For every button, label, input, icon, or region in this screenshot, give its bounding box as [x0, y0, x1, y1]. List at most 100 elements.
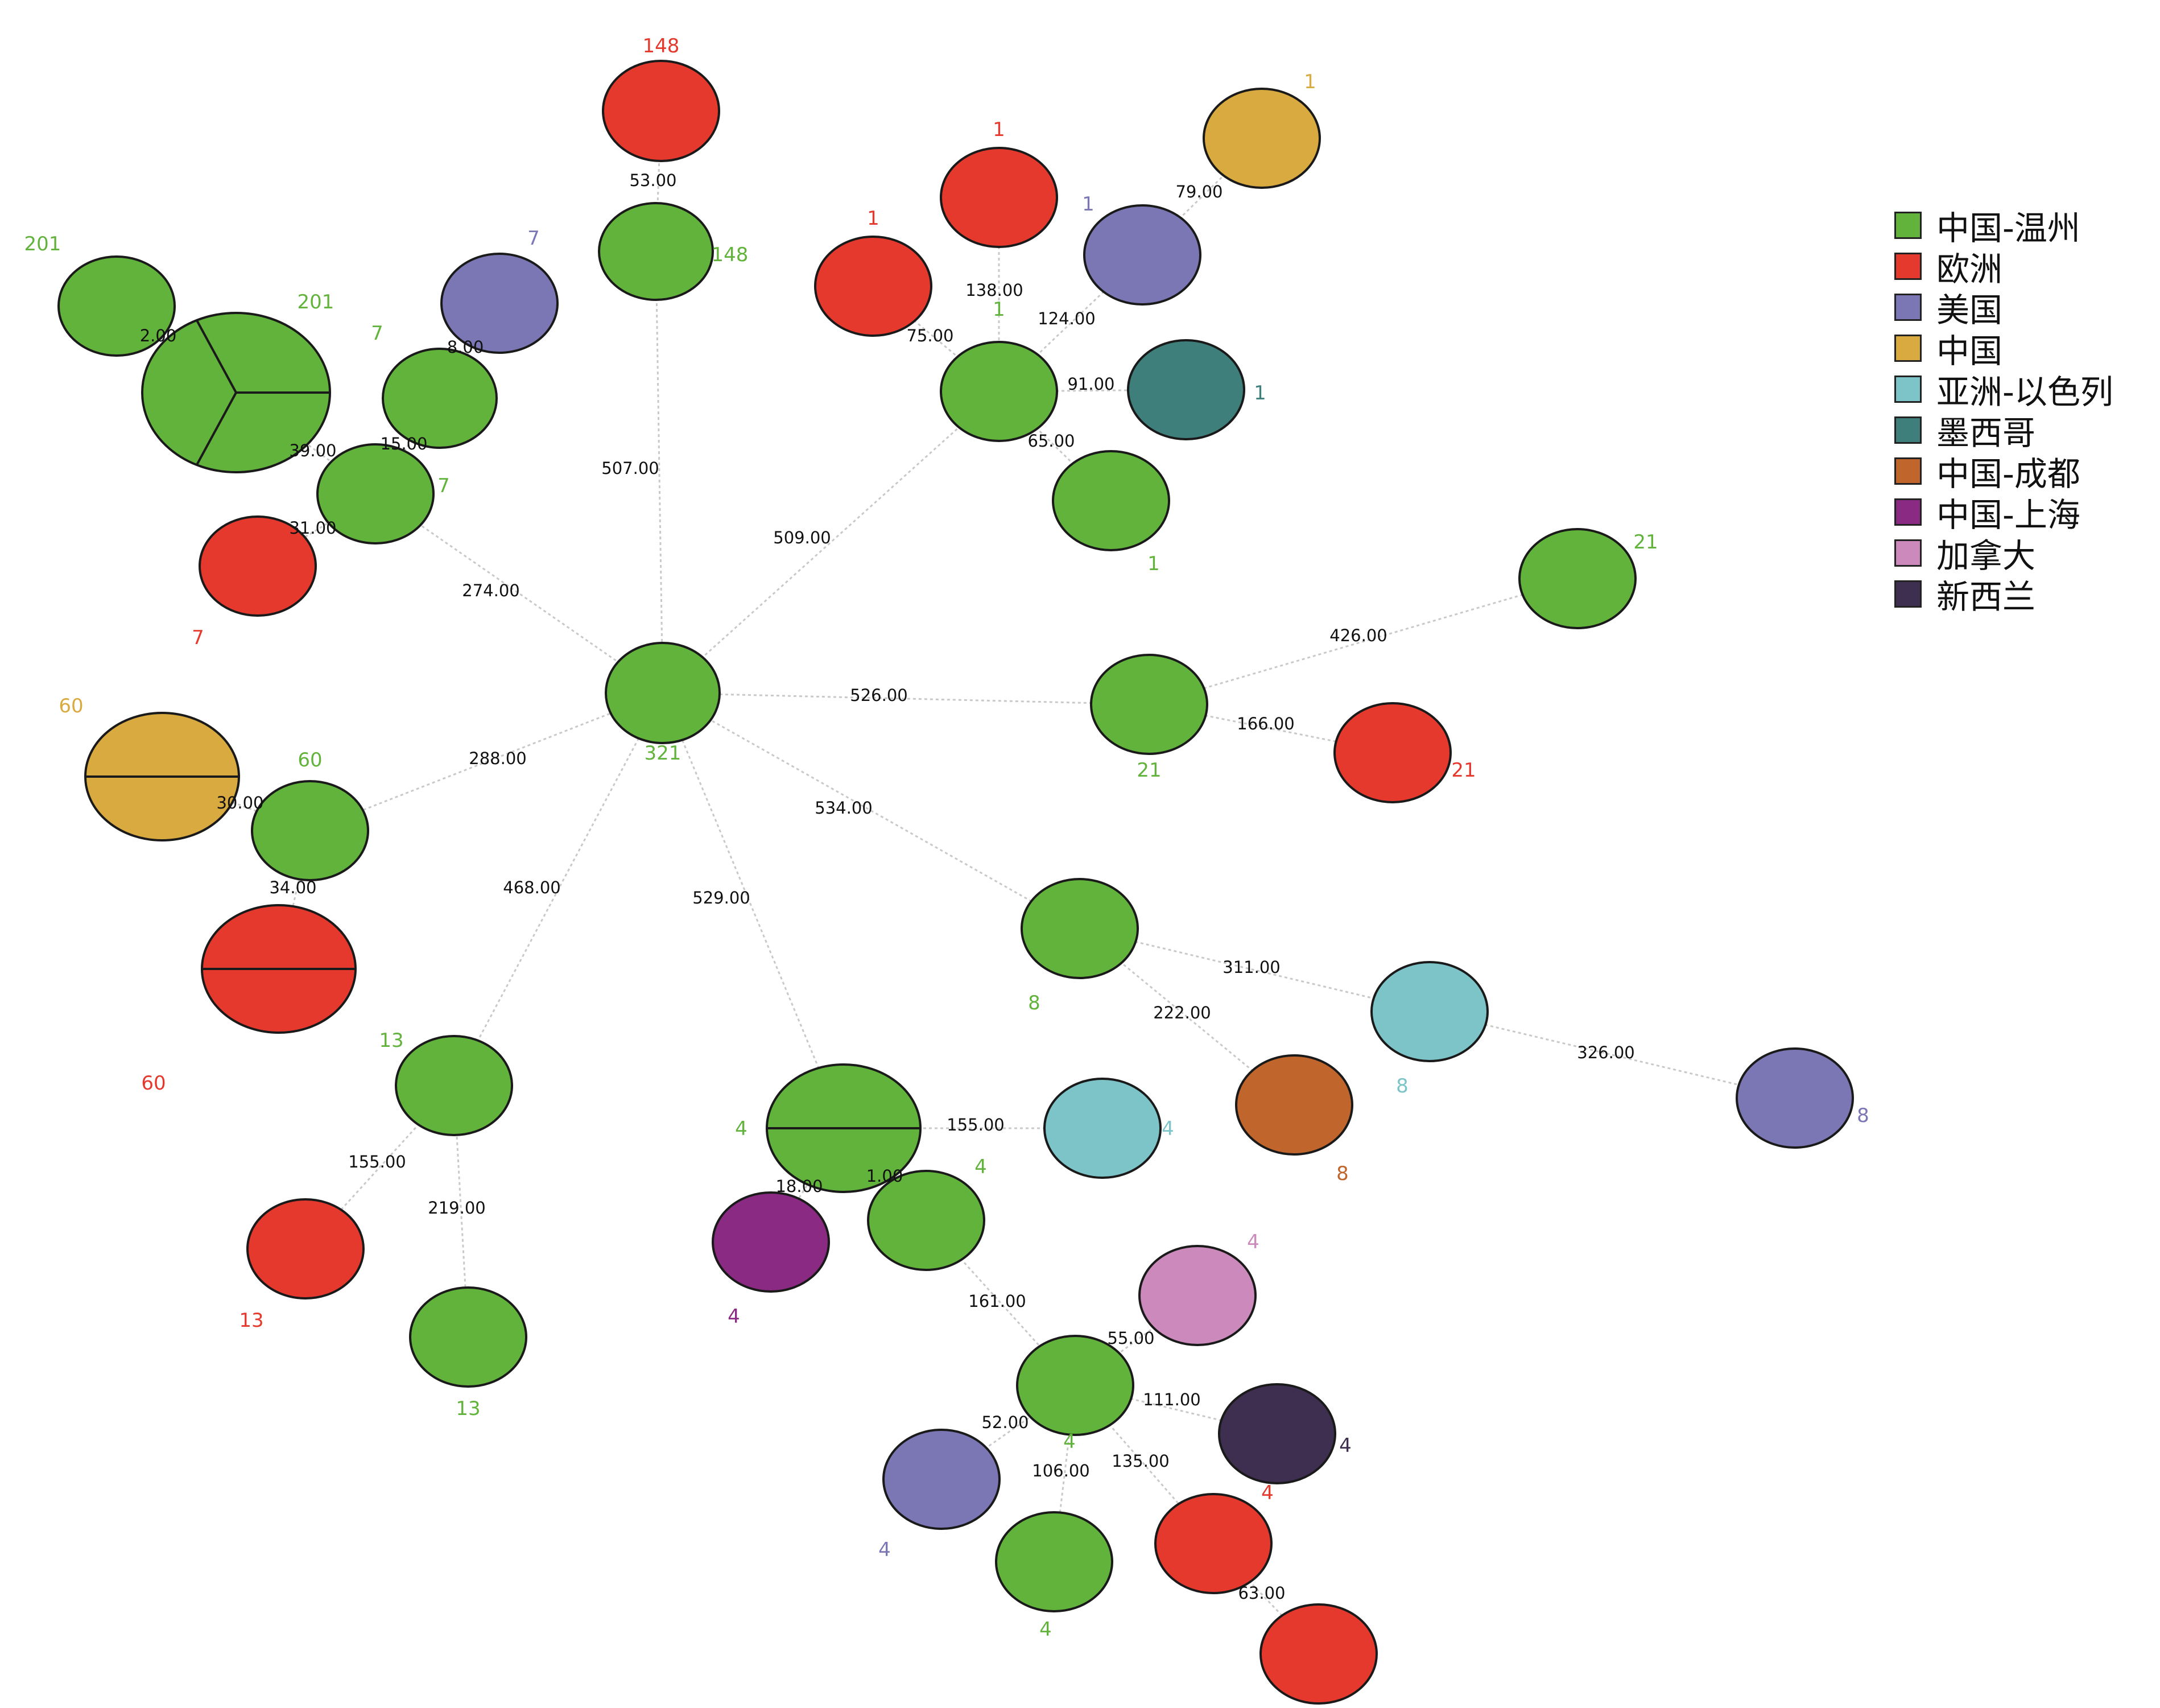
node-circle [1154, 1493, 1273, 1594]
legend-swatch [1894, 416, 1922, 444]
legend-item: 墨西哥 [1894, 410, 2145, 452]
legend-label: 美国 [1936, 291, 2003, 329]
legend-label: 中国-成都 [1936, 455, 2080, 493]
node-circle [1138, 1245, 1257, 1346]
legend-item: 美国 [1894, 287, 2145, 329]
legend-swatch [1894, 376, 1922, 403]
node-circle [602, 60, 720, 162]
node-circle [316, 443, 435, 544]
node-label: 13 [239, 1309, 263, 1332]
edge-line [453, 692, 664, 1086]
node-circle [598, 202, 714, 301]
node-label: 4 [1339, 1434, 1352, 1457]
node-circle [940, 341, 1058, 442]
edge-label: 39.00 [289, 441, 336, 460]
node-circle [1083, 204, 1201, 306]
edge-label: 138.00 [965, 280, 1023, 300]
edge-line [1149, 577, 1578, 706]
legend-label: 加拿大 [1936, 537, 2036, 575]
node-label: 1 [993, 298, 1005, 321]
edge-label: 507.00 [601, 459, 659, 478]
legend-swatch [1894, 253, 1922, 280]
edge-label: 2.00 [140, 326, 177, 345]
node-circle [1259, 1603, 1378, 1705]
legend: 中国-温州 欧洲 美国 中国 亚洲-以色列 墨西哥 中国-成都 中国-上海 加拿大 新西兰 [1894, 205, 2145, 616]
edge-label: 288.00 [469, 749, 526, 768]
node-divider [195, 392, 237, 466]
edge-line [375, 493, 663, 694]
edge-label: 529.00 [692, 888, 750, 907]
edge-label: 219.00 [428, 1198, 485, 1218]
edge-label: 106.00 [1032, 1461, 1089, 1480]
node-label: 60 [298, 749, 322, 772]
node-label: 4 [878, 1538, 891, 1561]
legend-swatch [1894, 294, 1922, 321]
edge-label: 311.00 [1223, 958, 1280, 977]
node-circle [995, 1511, 1113, 1612]
node-label: 13 [379, 1029, 403, 1052]
node-label: 1 [993, 118, 1005, 141]
edge-label: 1.00 [866, 1166, 903, 1186]
node-circle [867, 1170, 985, 1271]
edge-label: 509.00 [773, 528, 831, 547]
node-circle [57, 255, 176, 357]
legend-item: 中国-成都 [1894, 451, 2145, 493]
edge-label: 326.00 [1577, 1043, 1634, 1062]
edge-label: 8.00 [447, 337, 484, 357]
node-label: 13 [456, 1397, 480, 1420]
node-divider [195, 319, 237, 393]
node-label: 8 [1336, 1162, 1349, 1185]
edge-label: 534.00 [815, 798, 872, 818]
node-circle [1090, 654, 1208, 755]
edge-label: 468.00 [503, 878, 560, 897]
edge-label: 52.00 [981, 1413, 1029, 1432]
edge-label: 274.00 [462, 581, 519, 600]
edge-line [662, 692, 1080, 930]
node-label: 1 [1254, 382, 1266, 405]
node-label: 201 [298, 291, 334, 313]
node-label: 60 [59, 695, 83, 717]
legend-label: 中国-上海 [1936, 496, 2080, 534]
node-label: 4 [1261, 1482, 1274, 1504]
edge-label: 135.00 [1112, 1451, 1169, 1471]
node-label: 8 [1028, 992, 1040, 1014]
node-label: 4 [974, 1156, 987, 1178]
edge-label: 34.00 [269, 878, 316, 897]
node-label: 4 [1063, 1430, 1076, 1453]
edge-label: 65.00 [1027, 431, 1075, 451]
node-circle [882, 1429, 1001, 1530]
edge-line [662, 390, 1000, 694]
edge-label: 53.00 [629, 171, 676, 190]
node-circle [246, 1198, 365, 1299]
node-label: 7 [192, 626, 204, 649]
edge-label: 63.00 [1238, 1583, 1285, 1603]
edge-label: 166.00 [1237, 714, 1294, 733]
node-label: 148 [643, 35, 680, 57]
node-circle [712, 1191, 830, 1293]
node-circle [1203, 88, 1321, 189]
edge-label: 55.00 [1107, 1329, 1154, 1348]
edge-label: 79.00 [1175, 182, 1223, 201]
node-label: 8 [1857, 1104, 1869, 1127]
legend-swatch [1894, 498, 1922, 526]
legend-swatch [1894, 539, 1922, 567]
legend-swatch [1894, 457, 1922, 485]
edges-layer [116, 110, 1795, 1655]
node-label: 8 [1396, 1075, 1409, 1098]
node-circle [605, 642, 721, 744]
node-label: 21 [1633, 531, 1658, 554]
node-circle [1218, 1383, 1336, 1484]
node-label: 7 [527, 227, 540, 250]
node-circle [199, 515, 317, 617]
legend-item: 新西兰 [1894, 574, 2145, 616]
edge-line [309, 692, 663, 832]
node-circle [382, 348, 498, 449]
node-circle [1021, 878, 1139, 979]
node-circle [1127, 339, 1245, 440]
node-label: 7 [371, 322, 383, 345]
legend-item: 欧洲 [1894, 246, 2145, 288]
edge-label: 31.00 [289, 518, 336, 538]
legend-swatch [1894, 212, 1922, 239]
node-label: 4 [1039, 1618, 1052, 1641]
